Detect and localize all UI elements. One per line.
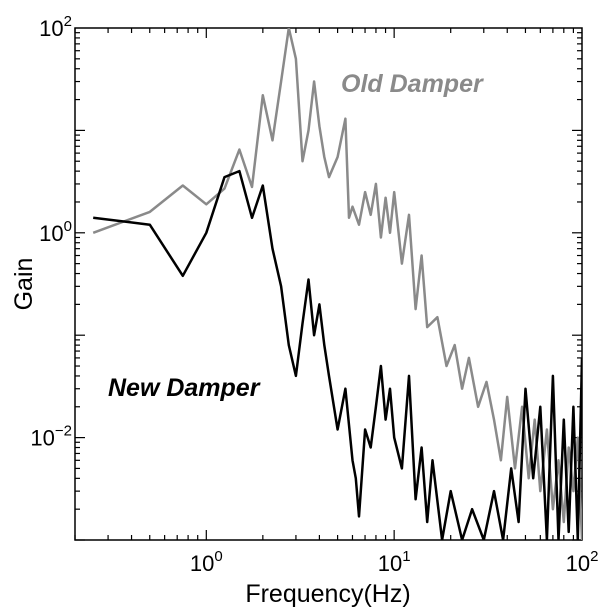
y-tick-label: 100 xyxy=(39,218,72,246)
series-label-old-damper: Old Damper xyxy=(341,70,484,98)
plot-frame xyxy=(74,27,583,541)
x-axis-title: Frequency(Hz) xyxy=(245,580,410,607)
series-line-new-damper xyxy=(93,169,582,540)
tick-labels: 100 101 102 10−2 100 102 xyxy=(30,13,598,576)
x-tick-label: 102 xyxy=(566,548,599,576)
x-tick-label: 100 xyxy=(190,548,223,576)
x-tick-label: 101 xyxy=(378,548,411,576)
tick-marks xyxy=(74,28,582,541)
series-label-new-damper: New Damper xyxy=(108,374,261,402)
y-tick-label: 102 xyxy=(39,13,72,41)
series-line-old-damper xyxy=(92,28,582,540)
plot-area xyxy=(92,28,582,540)
y-tick-label: 10−2 xyxy=(30,423,72,451)
y-axis-title: Gain xyxy=(10,258,38,311)
